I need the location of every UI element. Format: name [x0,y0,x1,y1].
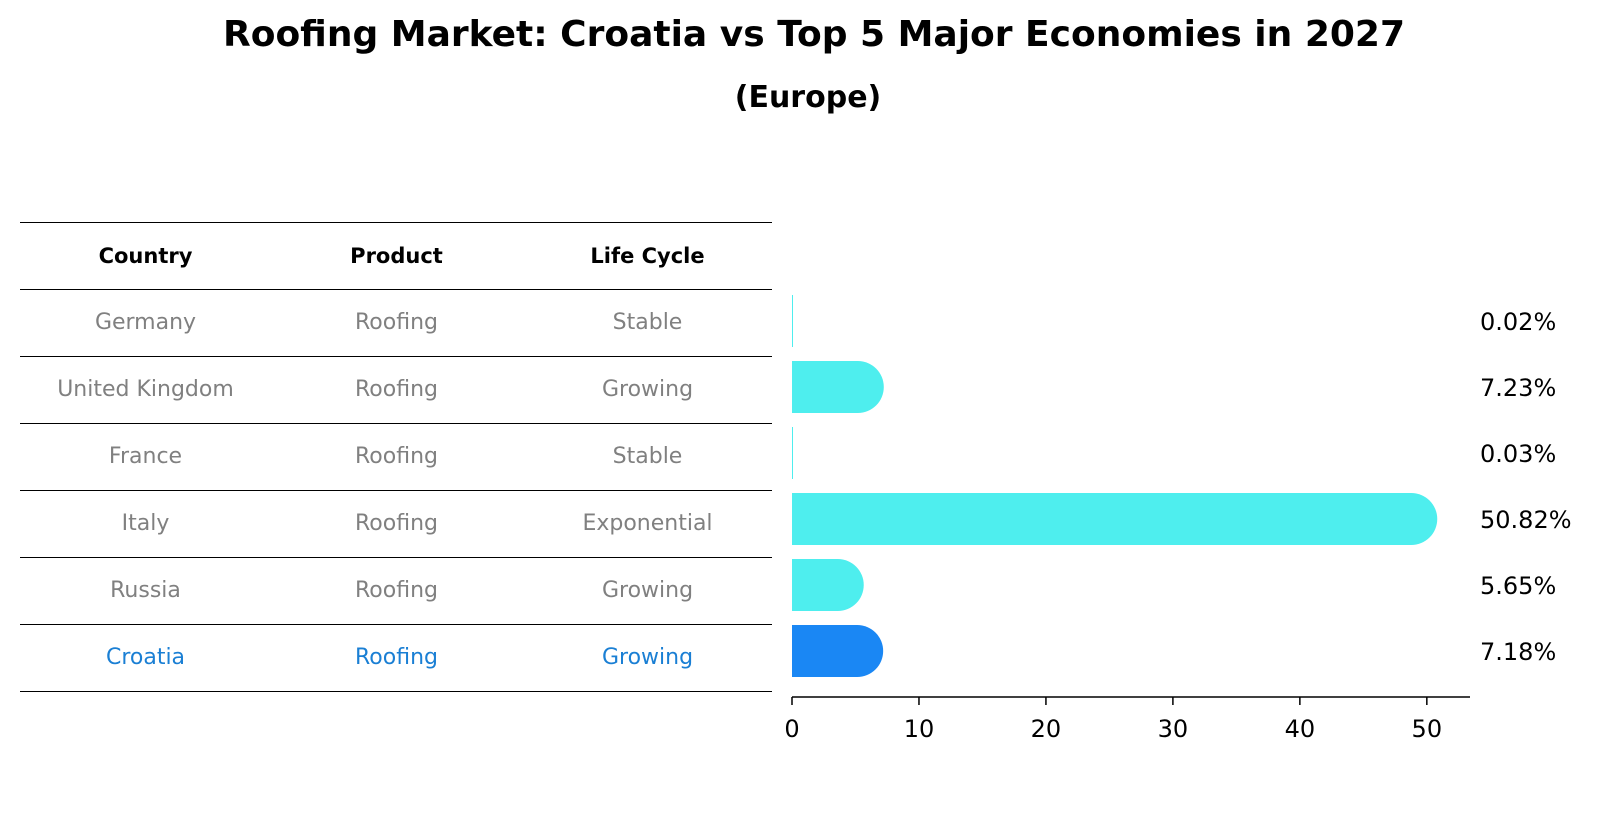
chart-subtitle: (Europe) [734,80,882,115]
table-row: France Roofing Stable [20,423,772,490]
x-tick-label: 30 [1158,715,1189,743]
header-life-cycle: Life Cycle [590,244,705,268]
cell-life-cycle: Exponential [582,511,713,536]
data-table: Country Product Life Cycle Germany Roofi… [20,222,772,692]
bar-value-label: 50.82% [1480,506,1572,534]
bar-value-label: 7.23% [1480,374,1556,402]
bar-france [792,427,793,479]
cell-product: Roofing [355,645,438,670]
cell-life-cycle: Growing [601,377,694,402]
cell-country: United Kingdom [57,377,234,402]
table-row-highlighted: Croatia Roofing Growing [20,624,772,692]
bar-value-label: 7.18% [1480,638,1556,666]
table-row: Italy Roofing Exponential [20,490,772,557]
bar-germany [792,295,793,347]
x-tick-label: 0 [784,715,799,743]
bar-italy [792,493,1438,545]
cell-product: Roofing [355,511,438,536]
x-tick-label: 50 [1412,715,1443,743]
table-header-row: Country Product Life Cycle [20,222,772,289]
chart-title: Roofing Market: Croatia vs Top 5 Major E… [222,14,1406,55]
cell-product: Roofing [355,377,438,402]
table-row: United Kingdom Roofing Growing [20,356,772,423]
header-country: Country [98,244,193,268]
cell-country: France [108,444,183,469]
cell-product: Roofing [355,578,438,603]
bar-value-label: 0.02% [1480,308,1556,336]
x-tick-label: 10 [904,715,935,743]
bar-united-kingdom [792,361,884,413]
cell-life-cycle: Stable [612,310,683,335]
cell-product: Roofing [355,444,438,469]
x-tick-label: 40 [1285,715,1316,743]
cell-country: Italy [121,511,170,536]
x-tick-label: 20 [1031,715,1062,743]
cell-life-cycle: Growing [601,645,694,670]
cell-country: Germany [94,310,197,335]
header-product: Product [350,244,443,268]
bar-croatia [792,625,884,677]
cell-product: Roofing [355,310,438,335]
bar-value-label: 5.65% [1480,572,1556,600]
bar-value-label: 0.03% [1480,440,1556,468]
cell-life-cycle: Stable [612,444,683,469]
cell-country: Croatia [105,645,186,670]
table-row: Russia Roofing Growing [20,557,772,624]
cell-life-cycle: Growing [601,578,694,603]
cell-country: Russia [110,578,181,603]
table-row: Germany Roofing Stable [20,289,772,356]
bar-russia [792,559,864,611]
